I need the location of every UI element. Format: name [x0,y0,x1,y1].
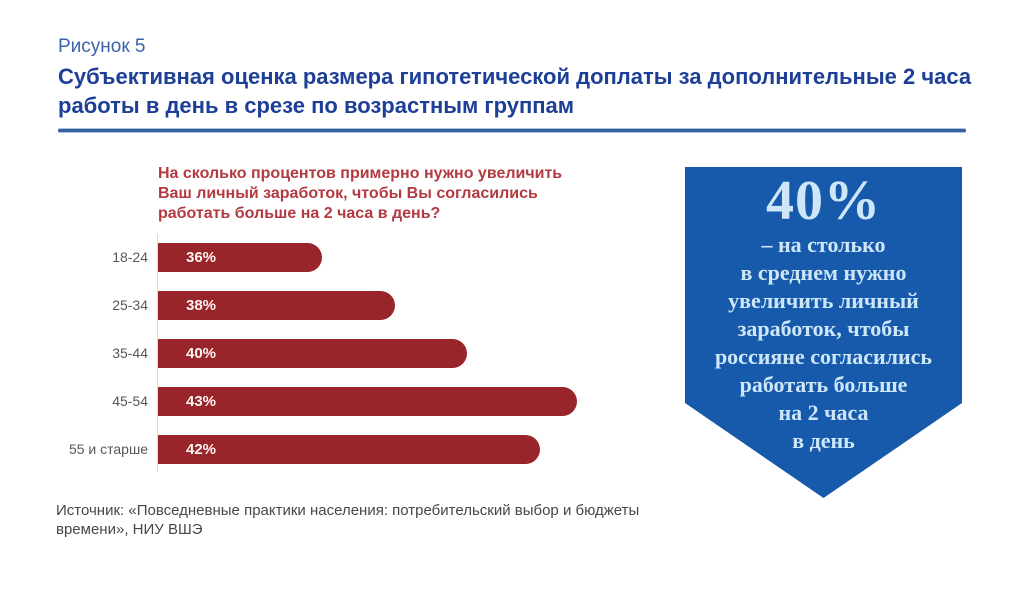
bar: 38% [158,291,395,320]
callout-body-text: – на столько в среднем нужно увеличить л… [714,232,933,453]
category-label: 55 и старше [68,441,148,457]
callout-headline-percent: 40% [766,170,881,232]
figure-title: Субъективная оценка размера гипотетическ… [58,64,972,118]
bar: 36% [158,243,322,272]
chart-axis-line [157,234,158,472]
bar: 40% [158,339,468,368]
chart-row: 18-24 36% [40,243,660,272]
bar: 42% [158,435,541,464]
chart-row: 25-34 38% [40,291,660,320]
category-label: 18-24 [112,249,148,265]
chart-question-title: На сколько процентов примерно нужно увел… [158,165,563,222]
bar-value-label: 36% [186,249,217,266]
category-label: 25-34 [112,297,148,313]
bar-value-label: 43% [186,393,217,410]
chart-row: 55 и старше 42% [40,435,660,464]
category-label: 45-54 [112,393,148,409]
title-divider-line [58,129,966,132]
bar-value-label: 38% [186,297,217,314]
source-note: Источник: «Повседневные практики населен… [56,502,640,538]
bar-value-label: 40% [186,345,217,362]
figure-number-label: Рисунок 5 [58,36,146,57]
bar-value-label: 42% [186,441,217,458]
bar-chart: 18-24 36% 25-34 38% 35-44 40% 45-54 43% 55 и ста… [40,243,660,473]
bar: 43% [158,387,577,416]
chart-row: 35-44 40% [40,339,660,368]
callout-banner: 40% – на столько в среднем нужно увеличи… [685,167,962,498]
category-label: 35-44 [112,345,148,361]
chart-row: 45-54 43% [40,387,660,416]
